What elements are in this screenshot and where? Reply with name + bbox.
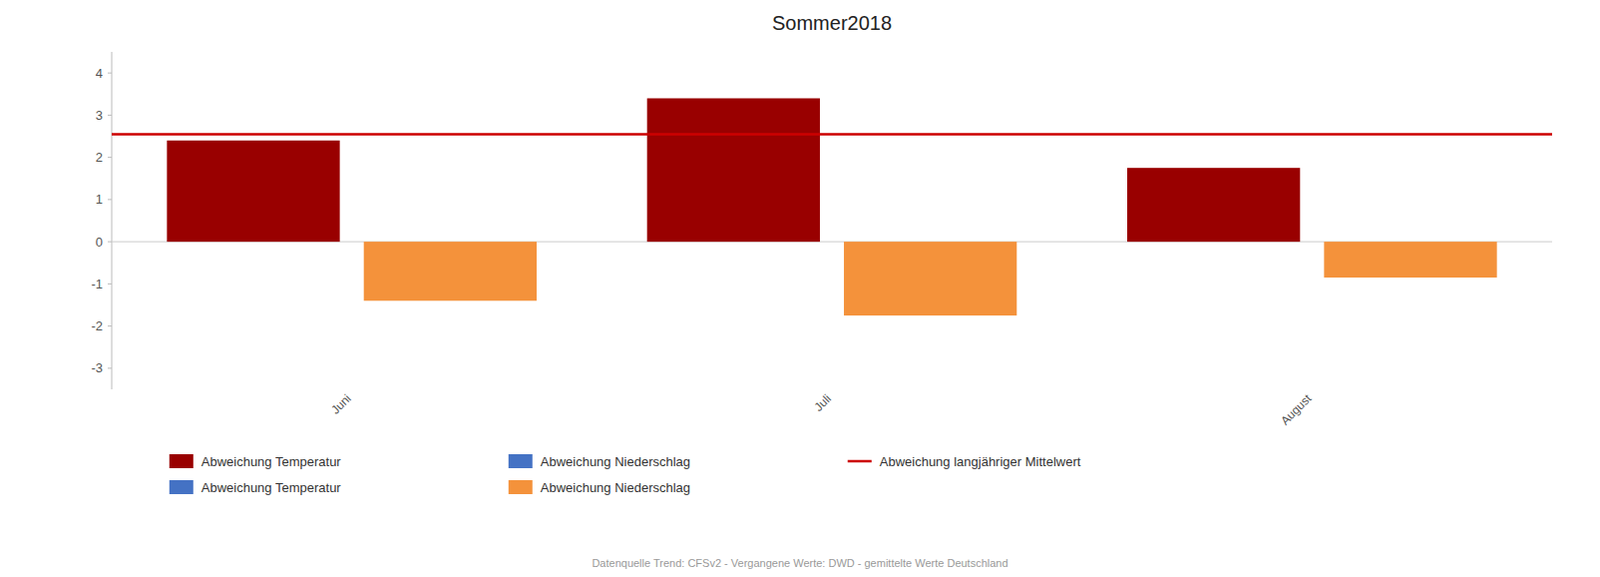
legend-label: Abweichung Niederschlag	[540, 479, 691, 495]
bar	[647, 97, 820, 242]
y-tick-label: 0	[95, 234, 103, 250]
y-tick-label: 4	[95, 65, 103, 81]
footnote: Datenquelle Trend: CFSv2 - Vergangene We…	[591, 556, 1008, 569]
y-tick-label: 1	[95, 191, 103, 207]
legend-swatch	[508, 453, 533, 468]
legend-label: Abweichung Temperatur	[201, 479, 343, 495]
bar	[1323, 241, 1497, 278]
mean-line-group	[111, 133, 1553, 135]
x-ticks: Juni Juli August	[328, 391, 1315, 428]
y-tick	[107, 114, 112, 116]
legend-label: Abweichung Temperatur	[201, 453, 343, 469]
legend-swatch	[169, 479, 194, 494]
x-tick-label: Juli	[810, 391, 834, 414]
legend-swatch	[508, 479, 533, 494]
y-tick	[107, 367, 112, 369]
y-tick-label: -1	[90, 276, 103, 292]
bars	[166, 97, 1497, 316]
y-ticks: -3 -2 -1 0 1 2 3 4	[90, 65, 112, 377]
legend: Abweichung Temperatur Abweichung Niedersc…	[169, 453, 1082, 495]
chart: Sommer2018 -3 -2 -1 0 1 2 3 4 Juni Juli August Abwei…	[0, 0, 1600, 577]
mean-line	[111, 132, 1553, 136]
title: Sommer2018	[772, 11, 892, 34]
y-tick	[107, 198, 112, 200]
y-tick	[107, 156, 112, 158]
x-tick-label: August	[1277, 391, 1315, 428]
y-tick-label: 2	[95, 149, 103, 165]
bar	[364, 241, 537, 301]
y-tick	[107, 72, 112, 74]
y-tick-label: -2	[90, 318, 103, 334]
x-tick-label: Juni	[328, 391, 354, 416]
legend-swatch	[847, 459, 872, 463]
y-tick	[107, 325, 112, 327]
legend-label: Abweichung langjähriger Mittelwert	[879, 453, 1082, 469]
bar	[1127, 167, 1300, 242]
bar	[166, 140, 340, 242]
y-tick	[107, 241, 112, 243]
y-tick-label: 3	[95, 107, 103, 123]
bar	[843, 241, 1017, 316]
legend-label: Abweichung Niederschlag	[540, 453, 691, 469]
legend-swatch	[169, 453, 194, 468]
y-axis-line	[111, 51, 113, 390]
y-tick-label: -3	[90, 360, 103, 376]
y-tick	[107, 283, 112, 285]
